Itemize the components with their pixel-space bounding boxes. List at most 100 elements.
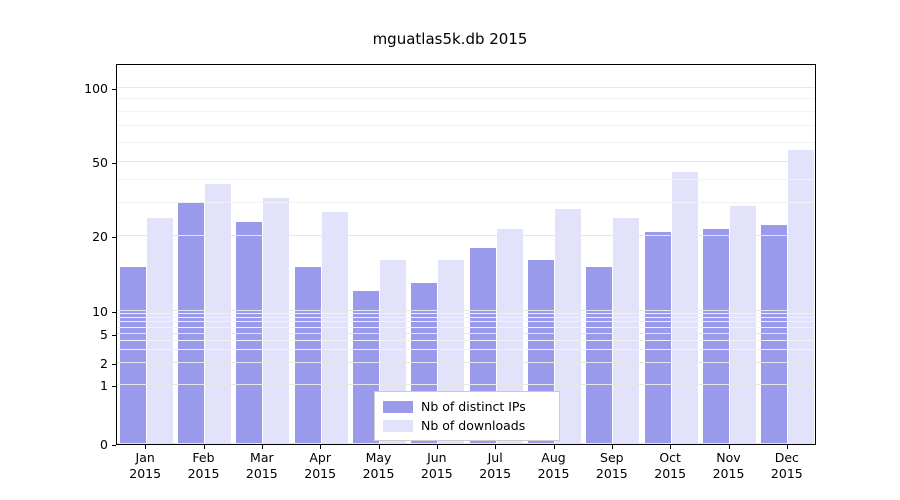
gridline-major: [117, 362, 815, 364]
x-axis-tick-label-line: 2015: [712, 466, 745, 481]
legend-label-downloads: Nb of downloads: [421, 418, 526, 433]
x-axis-tick-mark: [495, 445, 497, 449]
x-axis-tick-label-line: 2015: [479, 466, 512, 481]
gridline-minor: [117, 349, 815, 351]
y-axis-tick-mark: [112, 334, 116, 336]
x-axis-tick-mark: [378, 445, 380, 449]
legend-swatch-downloads: [383, 419, 413, 432]
gridline-minor: [117, 313, 815, 315]
x-axis-tick-label-line: 2015: [304, 466, 337, 481]
y-axis-tick-mark: [112, 88, 116, 90]
bar-distinct-ips: [586, 267, 613, 444]
bar-distinct-ips: [644, 232, 671, 444]
x-axis-tick-label-line: Oct: [659, 450, 681, 465]
legend-item-downloads: Nb of downloads: [383, 416, 551, 435]
bar-downloads: [321, 212, 348, 444]
x-axis-tick-mark: [611, 445, 613, 449]
x-axis-tick-label-line: 2015: [595, 466, 628, 481]
bar-distinct-ips: [119, 267, 146, 444]
x-axis-tick-mark: [203, 445, 205, 449]
bar-downloads: [671, 172, 698, 444]
x-axis-tick-label-line: Mar: [250, 450, 274, 465]
x-axis-tick-label: Jun 2015: [407, 450, 467, 482]
x-axis-tick-labels: Jan 2015 Feb 2015 Mar 2015 Apr 2015 May 2015 Jun 20…: [116, 450, 816, 494]
gridline-minor: [117, 125, 815, 126]
x-axis-tick-mark: [786, 445, 788, 449]
bars-layer: [117, 65, 815, 444]
x-axis-tick-label: Feb 2015: [174, 450, 234, 482]
bar-distinct-ips: [761, 225, 788, 444]
gridline-minor: [117, 179, 815, 181]
x-axis-tick-label: Sep 2015: [582, 450, 642, 482]
y-axis-tick-mark: [112, 237, 116, 239]
legend-label-distinct-ips: Nb of distinct IPs: [421, 399, 526, 414]
gridline-major: [117, 332, 815, 334]
y-axis-tick-label: 50: [92, 155, 108, 171]
gridline-minor: [117, 317, 815, 319]
x-axis-tick-label-line: Nov: [716, 450, 741, 465]
x-axis-tick-label-line: Apr: [309, 450, 331, 465]
gridline-major: [117, 309, 815, 311]
x-axis-tick-label: Apr 2015: [290, 450, 350, 482]
x-axis-tick-label: Nov 2015: [699, 450, 759, 482]
x-axis-tick-label-line: 2015: [537, 466, 570, 481]
y-axis-tick-mark: [112, 364, 116, 366]
x-axis-tick-label-line: 2015: [129, 466, 162, 481]
x-axis-tick-mark: [553, 445, 555, 449]
gridline-major: [117, 443, 815, 444]
x-axis-tick-label-line: 2015: [420, 466, 453, 481]
x-axis-tick-label: Aug 2015: [524, 450, 584, 482]
gridline-major: [117, 235, 815, 237]
y-axis-tick-labels: 0 1 2 5 10 20 50 100: [60, 64, 108, 451]
x-axis-tick-label-line: Aug: [541, 450, 566, 465]
bar-downloads: [146, 218, 173, 444]
gridline-major: [117, 383, 815, 385]
bar-downloads: [788, 149, 815, 444]
x-axis-tick-label-line: Dec: [774, 450, 799, 465]
bar-distinct-ips: [703, 228, 729, 444]
x-axis-tick-mark: [728, 445, 730, 449]
y-axis-tick-label: 10: [92, 303, 108, 319]
x-axis-tick-label-line: Sep: [600, 450, 624, 465]
x-axis-tick-label-line: May: [365, 450, 392, 465]
gridline-minor: [117, 202, 815, 204]
bar-downloads: [263, 198, 290, 444]
x-axis-tick-label-line: 2015: [245, 466, 278, 481]
x-axis-tick-label: Dec 2015: [757, 450, 817, 482]
x-axis-tick-label: Oct 2015: [640, 450, 700, 482]
x-axis-tick-label-line: Jan: [135, 450, 155, 465]
gridline-minor: [117, 326, 815, 328]
gridline-major: [117, 161, 815, 163]
y-axis-tick-label: 20: [92, 229, 108, 245]
x-axis-tick-label: May 2015: [349, 450, 409, 482]
y-axis-tick-mark: [112, 445, 116, 446]
x-axis-tick-label-line: 2015: [654, 466, 687, 481]
gridline-minor: [117, 141, 815, 143]
bar-downloads: [613, 218, 640, 444]
y-axis-tick-label: 5: [100, 326, 108, 342]
legend-item-distinct-ips: Nb of distinct IPs: [383, 397, 551, 416]
x-axis-tick-mark: [436, 445, 438, 449]
y-axis-tick-label: 0: [100, 437, 108, 452]
bar-distinct-ips: [178, 203, 204, 444]
x-axis-tick-label-line: Jul: [487, 450, 503, 465]
gridline-minor: [117, 321, 815, 323]
plot-area: [116, 64, 816, 445]
y-axis-tick-mark: [112, 385, 116, 387]
x-axis-tick-mark: [320, 445, 322, 449]
y-axis-tick-mark: [112, 163, 116, 165]
x-axis-tick-label: Jan 2015: [115, 450, 175, 482]
gridline-minor: [117, 339, 815, 341]
x-axis-tick-label: Jul 2015: [465, 450, 525, 482]
x-axis-tick-mark: [145, 445, 147, 449]
gridline-minor: [117, 110, 815, 112]
bar-downloads: [730, 206, 756, 444]
x-axis-tick-label-line: 2015: [362, 466, 395, 481]
gridline-minor: [117, 98, 815, 100]
y-axis-tick-label: 1: [100, 377, 108, 393]
y-axis-tick-label: 100: [84, 80, 108, 96]
x-axis-tick-label-line: 2015: [770, 466, 803, 481]
y-axis-tick-mark: [112, 311, 116, 313]
bar-distinct-ips: [294, 267, 321, 444]
